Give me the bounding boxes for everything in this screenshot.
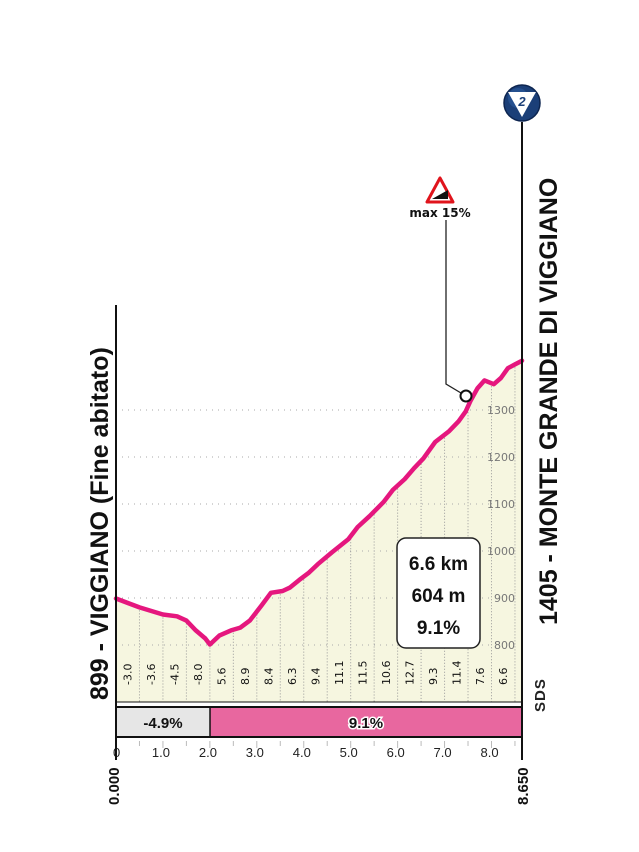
segment-gradient: 7.6: [474, 668, 487, 686]
segment-gradient: 11.5: [356, 661, 369, 686]
km-tick-label: 5.0: [340, 745, 358, 760]
segment-gradient: -3.0: [122, 664, 135, 685]
segment-gradient: 11.1: [333, 661, 346, 686]
segment-gradient: 8.9: [239, 668, 252, 686]
finish-title: 1405 - MONTE GRANDE DI VIGGIANO: [535, 178, 563, 625]
km-axis: 1.0 2.0 3.0 4.0 5.0 6.0 7.0 8.0: [138, 741, 516, 760]
km-tick-label: 6.0: [387, 745, 405, 760]
category-number: 2: [517, 94, 526, 109]
segment-gradient: 9.3: [427, 668, 440, 686]
gradient-summary-bar: -4.9% 9.1%: [115, 701, 523, 738]
segment-gradient-labels: -3.0 -3.6 -4.5 -8.0 5.6 8.9 8.4 6.3 9.4 11.1 11.5 1…: [122, 661, 511, 686]
segment-gradient: 6.3: [286, 668, 299, 686]
sds-logo: SDS: [532, 678, 549, 712]
segment-label-descent: -4.9%: [143, 715, 182, 732]
profile-line: [113, 358, 525, 647]
segment-gradient: -4.5: [169, 664, 182, 685]
segment-gradient: 11.4: [450, 661, 463, 686]
km-tick-label: 2.0: [199, 745, 217, 760]
summary-gradient: 9.1%: [417, 618, 460, 639]
kom-category-badge: 2: [503, 84, 541, 122]
km-tick-label: 1.0: [152, 745, 170, 760]
end-distance: 8.650: [515, 767, 532, 805]
km-tick-label: 3.0: [246, 745, 264, 760]
km-tick-label: 7.0: [434, 745, 452, 760]
start-title: 899 - VIGGIANO (Fine abitato): [86, 347, 114, 700]
segment-gradient: 9.4: [310, 668, 323, 686]
segment-gradient: 6.6: [497, 668, 510, 686]
steep-gradient-warning-icon: [425, 176, 455, 204]
segment-gradient: -3.6: [145, 664, 158, 685]
elevation-tick-label: 1100: [487, 498, 515, 511]
profile-area: [116, 360, 522, 702]
segment-gradient: 12.7: [403, 661, 416, 686]
elevation-tick-label: 1000: [487, 545, 515, 558]
km-tick-label: 8.0: [480, 745, 498, 760]
max-gradient-label: max 15%: [409, 206, 470, 220]
elevation-tick-label: 1200: [487, 451, 515, 464]
elevation-tick-label: 800: [494, 639, 515, 652]
summary-gain: 604 m: [412, 586, 466, 607]
elevation-tick-label: 900: [494, 592, 515, 605]
horizontal-gridlines: [116, 409, 490, 646]
segment-label-climb: 9.1%: [349, 715, 383, 732]
segment-gradient: -8.0: [192, 664, 205, 685]
start-distance: 0.000: [106, 767, 123, 805]
elevation-tick-label: 1300: [487, 404, 515, 417]
km-tick-label: 4.0: [293, 745, 311, 760]
max-gradient-annotation: max 15%: [409, 176, 473, 403]
category-triangle-icon: [508, 92, 536, 117]
segment-gradient: 5.6: [216, 668, 229, 686]
summary-box: 6.6 km 604 m 9.1%: [396, 537, 481, 649]
elevation-axis-labels: 800 900 1000 1100 1200 1300: [487, 404, 515, 652]
segment-gradient: 8.4: [263, 668, 276, 686]
segment-gradient: 10.6: [380, 661, 393, 686]
summary-distance: 6.6 km: [409, 554, 468, 575]
